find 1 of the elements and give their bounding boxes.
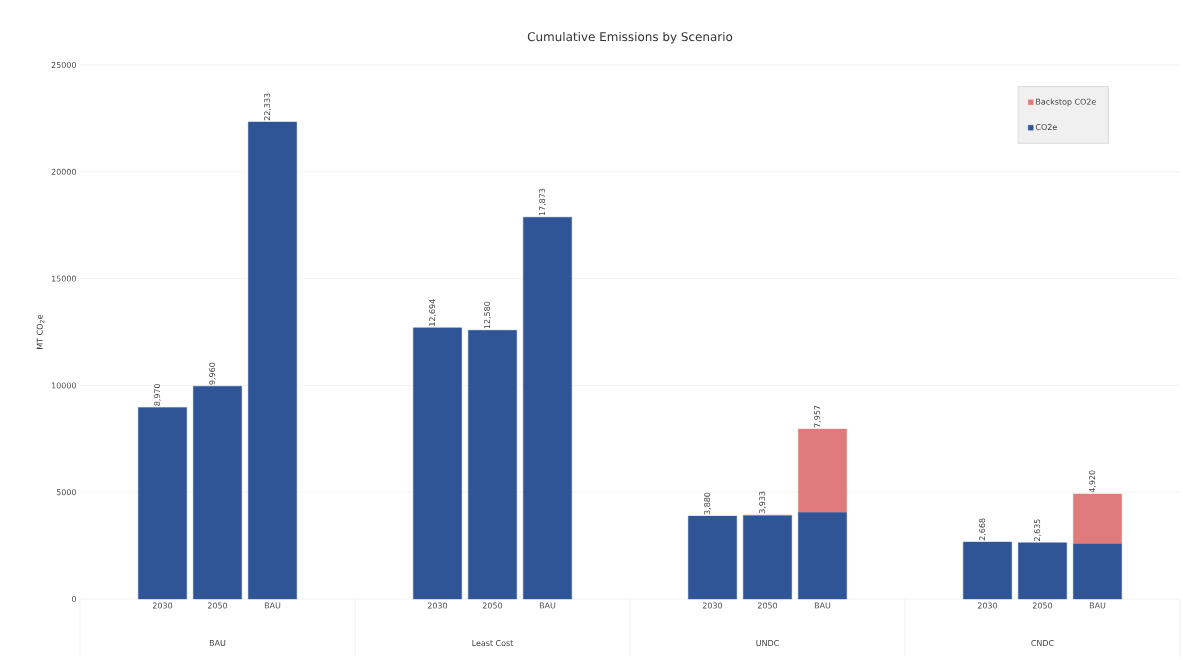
- chart-title: Cumulative Emissions by Scenario: [527, 31, 733, 44]
